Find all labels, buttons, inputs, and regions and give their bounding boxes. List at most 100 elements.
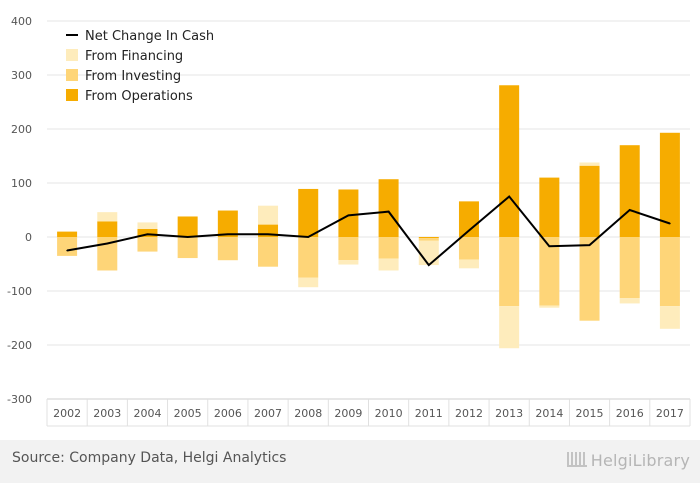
bar-from-investing	[418, 238, 439, 241]
line-point	[227, 233, 229, 236]
bar-from-operations	[298, 188, 319, 237]
brand-name: HelgiLibrary	[590, 451, 690, 470]
legend-label-from-operations: From Operations	[85, 89, 193, 104]
bar-from-investing	[378, 237, 399, 259]
bar-from-operations	[177, 216, 198, 237]
bar-from-investing	[298, 237, 319, 278]
bar-from-operations	[619, 145, 640, 237]
x-axis: 2002 2003 2004 2005 2006 2007 2008 2009 2010 2011…	[46, 398, 691, 427]
legend-label-from-investing: From Investing	[85, 69, 181, 84]
line-point	[387, 210, 390, 213]
x-tick-label: 2016	[616, 407, 644, 420]
legend-swatch-from-investing	[66, 69, 78, 81]
line-point	[307, 236, 310, 238]
line-point	[66, 249, 68, 252]
y-tick-label: 400	[11, 15, 32, 28]
x-tick-label: 2015	[576, 407, 604, 420]
line-point	[628, 209, 631, 211]
bar-from-operations	[458, 201, 479, 237]
source-note: Source: Company Data, Helgi Analytics	[12, 450, 287, 466]
x-tick-label: 2009	[334, 407, 362, 420]
line-point	[548, 245, 551, 247]
y-tick-label: 0	[25, 231, 32, 244]
x-tick-label: 2017	[656, 407, 684, 420]
line-point	[186, 236, 189, 238]
y-tick-label: -300	[7, 393, 32, 406]
y-tick-label: -200	[7, 339, 32, 352]
legend-label-from-financing: From Financing	[85, 49, 183, 64]
bar-from-financing	[298, 277, 319, 288]
bar-from-operations	[539, 177, 560, 237]
x-tick-label: 2011	[415, 407, 443, 420]
x-tick-label: 2005	[174, 407, 202, 420]
bar-from-operations	[338, 189, 359, 237]
line-point	[508, 195, 510, 198]
legend-swatch-from-operations	[66, 89, 78, 101]
x-tick-label: 2010	[375, 407, 403, 420]
x-tick-label: 2012	[455, 407, 483, 420]
x-tick-label: 2014	[535, 407, 563, 420]
bar-from-financing	[338, 260, 359, 265]
x-tick-label: 2003	[93, 407, 121, 420]
line-point	[427, 264, 430, 266]
y-axis-tick-labels: -300 -200 -100 0 100 200 300 400	[7, 15, 32, 406]
y-tick-label: 300	[11, 69, 32, 82]
line-point	[267, 233, 269, 236]
bar-from-investing	[499, 237, 520, 307]
bar-from-operations	[418, 237, 439, 239]
x-tick-label: 2007	[254, 407, 282, 420]
bar-from-operations	[378, 179, 399, 237]
net-change-line	[66, 195, 671, 267]
bar-from-operations	[57, 231, 78, 237]
bar-from-investing	[217, 237, 238, 261]
bar-from-financing	[619, 298, 640, 304]
bar-from-financing	[137, 222, 158, 229]
bar-from-investing	[579, 237, 600, 321]
bar-from-financing	[378, 258, 399, 271]
bar-from-investing	[258, 237, 279, 267]
bar-from-investing	[619, 237, 640, 299]
bar-from-operations	[137, 228, 158, 237]
line-point	[588, 244, 591, 246]
legend: Net Change In Cash From Financing From Inv…	[66, 29, 214, 104]
y-tick-label: 200	[11, 123, 32, 136]
bar-from-investing	[659, 237, 680, 307]
library-icon	[566, 452, 587, 467]
brand-logo: HelgiLibrary	[566, 451, 690, 470]
bar-from-investing	[458, 237, 479, 260]
bar-from-operations	[217, 210, 238, 237]
x-tick-label: 2002	[53, 407, 81, 420]
line-point	[146, 233, 149, 236]
legend-label-net-change-in-cash: Net Change In Cash	[85, 29, 214, 44]
x-tick-label: 2008	[294, 407, 322, 420]
bar-from-investing	[137, 237, 158, 252]
line-point	[106, 242, 109, 245]
bars	[57, 85, 680, 349]
y-tick-label: -100	[7, 285, 32, 298]
legend-swatch-from-financing	[66, 49, 78, 61]
line-net-change-in-cash	[66, 195, 671, 267]
bar-from-operations	[499, 85, 520, 237]
bar-from-investing	[177, 237, 198, 259]
bar-from-investing	[539, 237, 560, 306]
bar-from-financing	[659, 306, 680, 329]
bar-from-operations	[579, 165, 600, 237]
bar-from-financing	[579, 162, 600, 166]
bar-from-financing	[418, 240, 439, 266]
bar-from-operations	[659, 132, 680, 237]
bar-from-financing	[258, 205, 279, 225]
line-point	[468, 229, 470, 232]
line-point	[669, 222, 671, 225]
bar-from-financing	[539, 305, 560, 308]
line-point	[347, 214, 350, 217]
bar-from-financing	[458, 259, 479, 269]
x-tick-label: 2006	[214, 407, 242, 420]
bar-from-financing	[97, 212, 118, 222]
bar-from-investing	[57, 237, 78, 256]
bar-from-investing	[338, 237, 359, 261]
x-tick-label: 2004	[133, 407, 161, 420]
x-tick-label: 2013	[495, 407, 523, 420]
y-tick-label: 100	[11, 177, 32, 190]
bar-from-financing	[499, 306, 520, 349]
